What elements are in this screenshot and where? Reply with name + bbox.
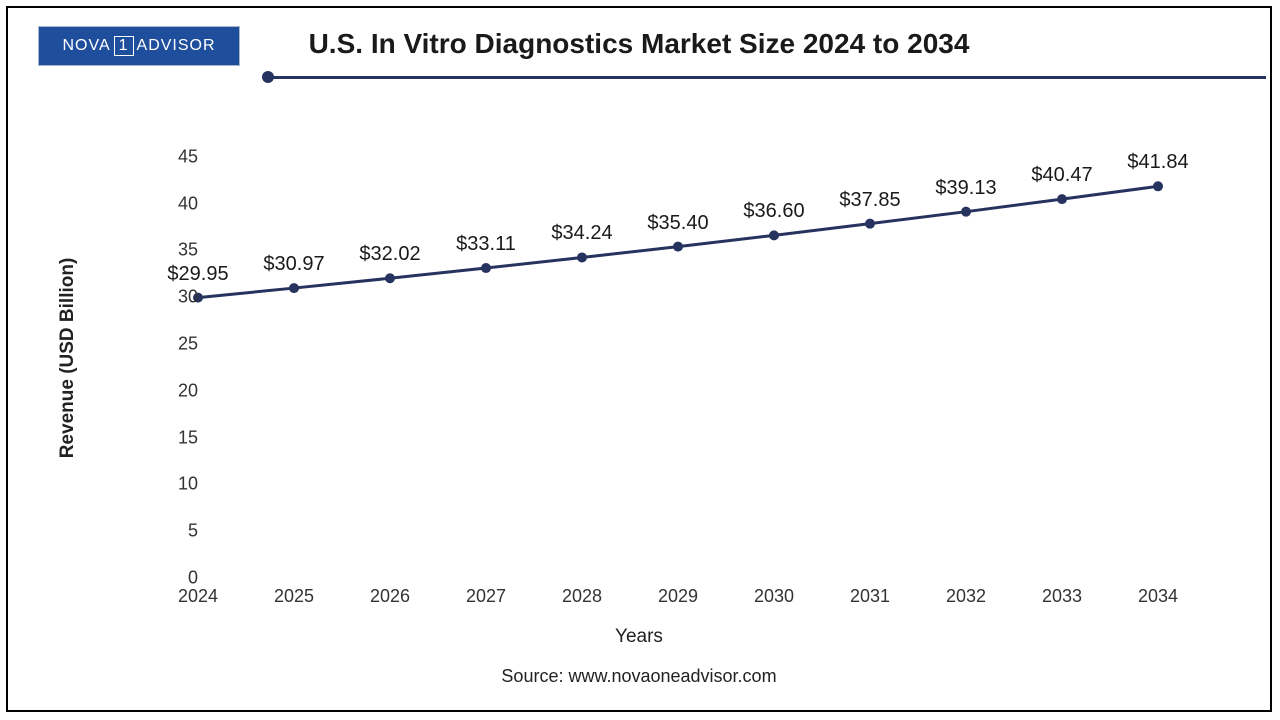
y-tick-label: 35 xyxy=(138,240,198,261)
x-tick-label: 2034 xyxy=(1138,586,1178,607)
x-tick-label: 2030 xyxy=(754,586,794,607)
y-tick-label: 5 xyxy=(138,521,198,542)
y-tick-label: 40 xyxy=(138,193,198,214)
y-tick-label: 30 xyxy=(138,287,198,308)
chart-title: U.S. In Vitro Diagnostics Market Size 20… xyxy=(8,28,1270,60)
y-tick-label: 15 xyxy=(138,427,198,448)
y-tick-label: 20 xyxy=(138,380,198,401)
data-point-label: $39.13 xyxy=(935,177,996,200)
x-tick-label: 2033 xyxy=(1042,586,1082,607)
y-axis-title: Revenue (USD Billion) xyxy=(57,258,79,459)
x-tick-label: 2024 xyxy=(178,586,218,607)
data-point-label: $37.85 xyxy=(839,189,900,212)
data-point-label: $40.47 xyxy=(1031,164,1092,187)
data-point-label: $35.40 xyxy=(647,212,708,235)
y-tick-label: 25 xyxy=(138,333,198,354)
legend-line xyxy=(266,76,1266,79)
x-tick-label: 2028 xyxy=(562,586,602,607)
chart-frame: NOVA 1 ADVISOR U.S. In Vitro Diagnostics… xyxy=(6,6,1272,712)
x-tick-label: 2029 xyxy=(658,586,698,607)
line-chart xyxy=(148,138,1208,578)
x-tick-label: 2025 xyxy=(274,586,314,607)
source-text: Source: www.novaoneadvisor.com xyxy=(8,666,1270,687)
data-point-label: $33.11 xyxy=(456,233,516,256)
data-point-label: $32.02 xyxy=(359,243,420,266)
x-tick-label: 2026 xyxy=(370,586,410,607)
data-point-label: $29.95 xyxy=(167,263,228,286)
x-tick-label: 2027 xyxy=(466,586,506,607)
data-point-label: $36.60 xyxy=(743,200,804,223)
data-point-label: $34.24 xyxy=(551,222,612,245)
y-tick-label: 45 xyxy=(138,146,198,167)
x-tick-label: 2031 xyxy=(850,586,890,607)
y-tick-label: 10 xyxy=(138,474,198,495)
data-point-label: $41.84 xyxy=(1127,151,1188,174)
legend-marker xyxy=(262,71,274,83)
data-point-label: $30.97 xyxy=(263,253,324,276)
x-axis-title: Years xyxy=(8,626,1270,648)
x-tick-label: 2032 xyxy=(946,586,986,607)
